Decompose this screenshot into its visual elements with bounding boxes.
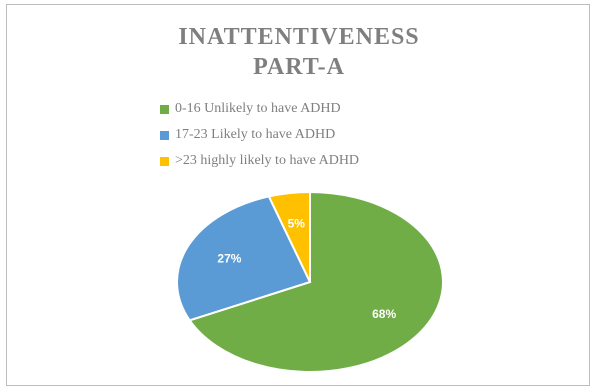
chart-title-line-2: PART-A [253,54,345,80]
legend-item-highly-likely: >23 highly likely to have ADHD [160,148,520,174]
legend-item-unlikely: 0-16 Unlikely to have ADHD [160,96,520,122]
legend-swatch-likely [160,130,169,140]
data-label-unlikely: 68% [372,307,396,321]
legend-swatch-highly-likely [160,156,169,166]
data-label-likely: 27% [217,251,241,265]
pie-slice-unlikely [188,190,444,373]
chart-legend: 0-16 Unlikely to have ADHD 17-23 Likely … [160,96,520,174]
legend-label-likely: 17-23 Likely to have ADHD [175,127,336,142]
pie-slice-highly-likely [267,190,311,283]
legend-swatch-unlikely [160,104,169,114]
legend-item-likely: 17-23 Likely to have ADHD [160,122,520,148]
legend-label-highly-likely: >23 highly likely to have ADHD [175,153,360,168]
data-label-highly-likely: 5% [288,216,306,230]
pie-slice-likely [176,195,312,322]
chart-title-line-1: INATTENTIVENESS [178,24,420,50]
legend-label-unlikely: 0-16 Unlikely to have ADHD [175,101,341,116]
